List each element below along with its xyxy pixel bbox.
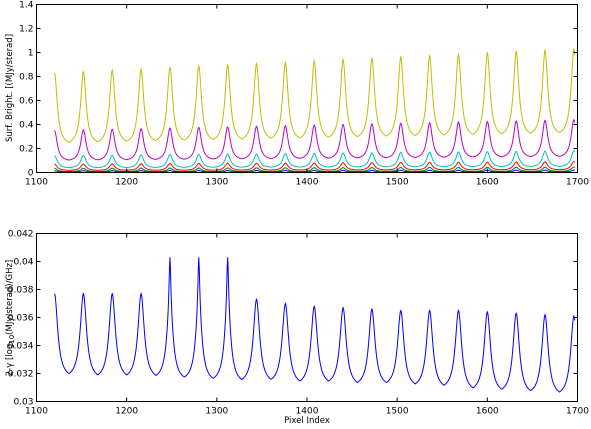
surface-brightness-series-2 bbox=[54, 118, 576, 161]
bottom-x-tick-label: 1400 bbox=[296, 407, 319, 417]
top-x-tick-label: 1500 bbox=[386, 178, 409, 188]
top-x-tick-label: 1100 bbox=[25, 178, 48, 188]
bottom-x-tick-label: 1300 bbox=[205, 407, 228, 417]
bottom-y-tick-label: 0.038 bbox=[8, 286, 34, 296]
surface-brightness-series-6 bbox=[54, 169, 575, 173]
top-y-tick-label: 1 bbox=[28, 49, 34, 59]
bottom-y-tick-label: 0.042 bbox=[8, 230, 34, 240]
bottom-y-axis-label: 2-γ [log10(MJy/sterad)/GHz] bbox=[5, 260, 16, 376]
bottom-y-axis-label-part-1: 2-γ [log bbox=[5, 344, 15, 376]
top-x-tick-label: 1200 bbox=[115, 178, 138, 188]
bottom-tick-group: 1100 1200 1300 1400 1500 1600 1700 0.03 0.032 0.0… bbox=[8, 230, 589, 417]
bottom-x-axis-label: Pixel Index bbox=[284, 416, 330, 425]
surface-brightness-series-5 bbox=[54, 166, 576, 173]
bottom-y-tick-label: 0.034 bbox=[8, 342, 34, 352]
bottom-x-tick-label: 1100 bbox=[25, 407, 48, 417]
bottom-axes-frame bbox=[36, 233, 578, 402]
surface-brightness-series-group bbox=[54, 47, 576, 173]
top-y-tick-label: 0.4 bbox=[19, 121, 34, 131]
top-x-tick-label: 1300 bbox=[205, 178, 228, 188]
surface-brightness-series-4 bbox=[54, 161, 576, 171]
bottom-y-tick-label: 0.03 bbox=[13, 398, 33, 408]
top-y-tick-label: 1.4 bbox=[19, 1, 34, 11]
spectral-index-series-group bbox=[54, 257, 576, 393]
bottom-y-tick-label: 0.036 bbox=[8, 314, 34, 324]
top-y-tick-label: 0 bbox=[28, 169, 34, 179]
top-tick-group: 1100 1200 1300 1400 1500 1600 1700 0 0.2 0.4 0.6 0.… bbox=[19, 1, 589, 188]
spectral-index-panel: 1100 1200 1300 1400 1500 1600 1700 0.03 0.032 0.0… bbox=[5, 230, 589, 427]
top-x-tick-label: 1600 bbox=[476, 178, 499, 188]
bottom-x-tick-label: 1600 bbox=[476, 407, 499, 417]
bottom-y-axis-label-part-2: (MJy/sterad)/GHz] bbox=[5, 260, 15, 335]
top-y-tick-label: 1.2 bbox=[19, 25, 33, 35]
spectral-index-series bbox=[54, 257, 576, 393]
bottom-x-tick-label: 1500 bbox=[386, 407, 409, 417]
top-y-tick-label: 0.6 bbox=[19, 97, 34, 107]
top-x-tick-label: 1700 bbox=[566, 178, 589, 188]
bottom-y-tick-label: 0.032 bbox=[8, 370, 34, 380]
top-y-tick-label: 0.2 bbox=[19, 145, 33, 155]
bottom-y-axis-label-subscript: 10 bbox=[8, 335, 16, 344]
bottom-x-tick-label: 1200 bbox=[115, 407, 138, 417]
top-x-tick-label: 1400 bbox=[296, 178, 319, 188]
surface-brightness-panel: 1100 1200 1300 1400 1500 1600 1700 0 0.2 0.4 0.6 0.… bbox=[5, 1, 589, 188]
top-y-tick-label: 0.8 bbox=[19, 73, 34, 83]
bottom-y-tick-label: 0.04 bbox=[13, 258, 33, 268]
top-axes-frame bbox=[36, 4, 578, 173]
bottom-x-tick-label: 1700 bbox=[566, 407, 589, 417]
surface-brightness-series-1 bbox=[54, 47, 576, 143]
surface-brightness-series-3 bbox=[54, 150, 576, 169]
top-y-axis-label: Surf. Bright. [(MJy/sterad] bbox=[5, 34, 15, 142]
